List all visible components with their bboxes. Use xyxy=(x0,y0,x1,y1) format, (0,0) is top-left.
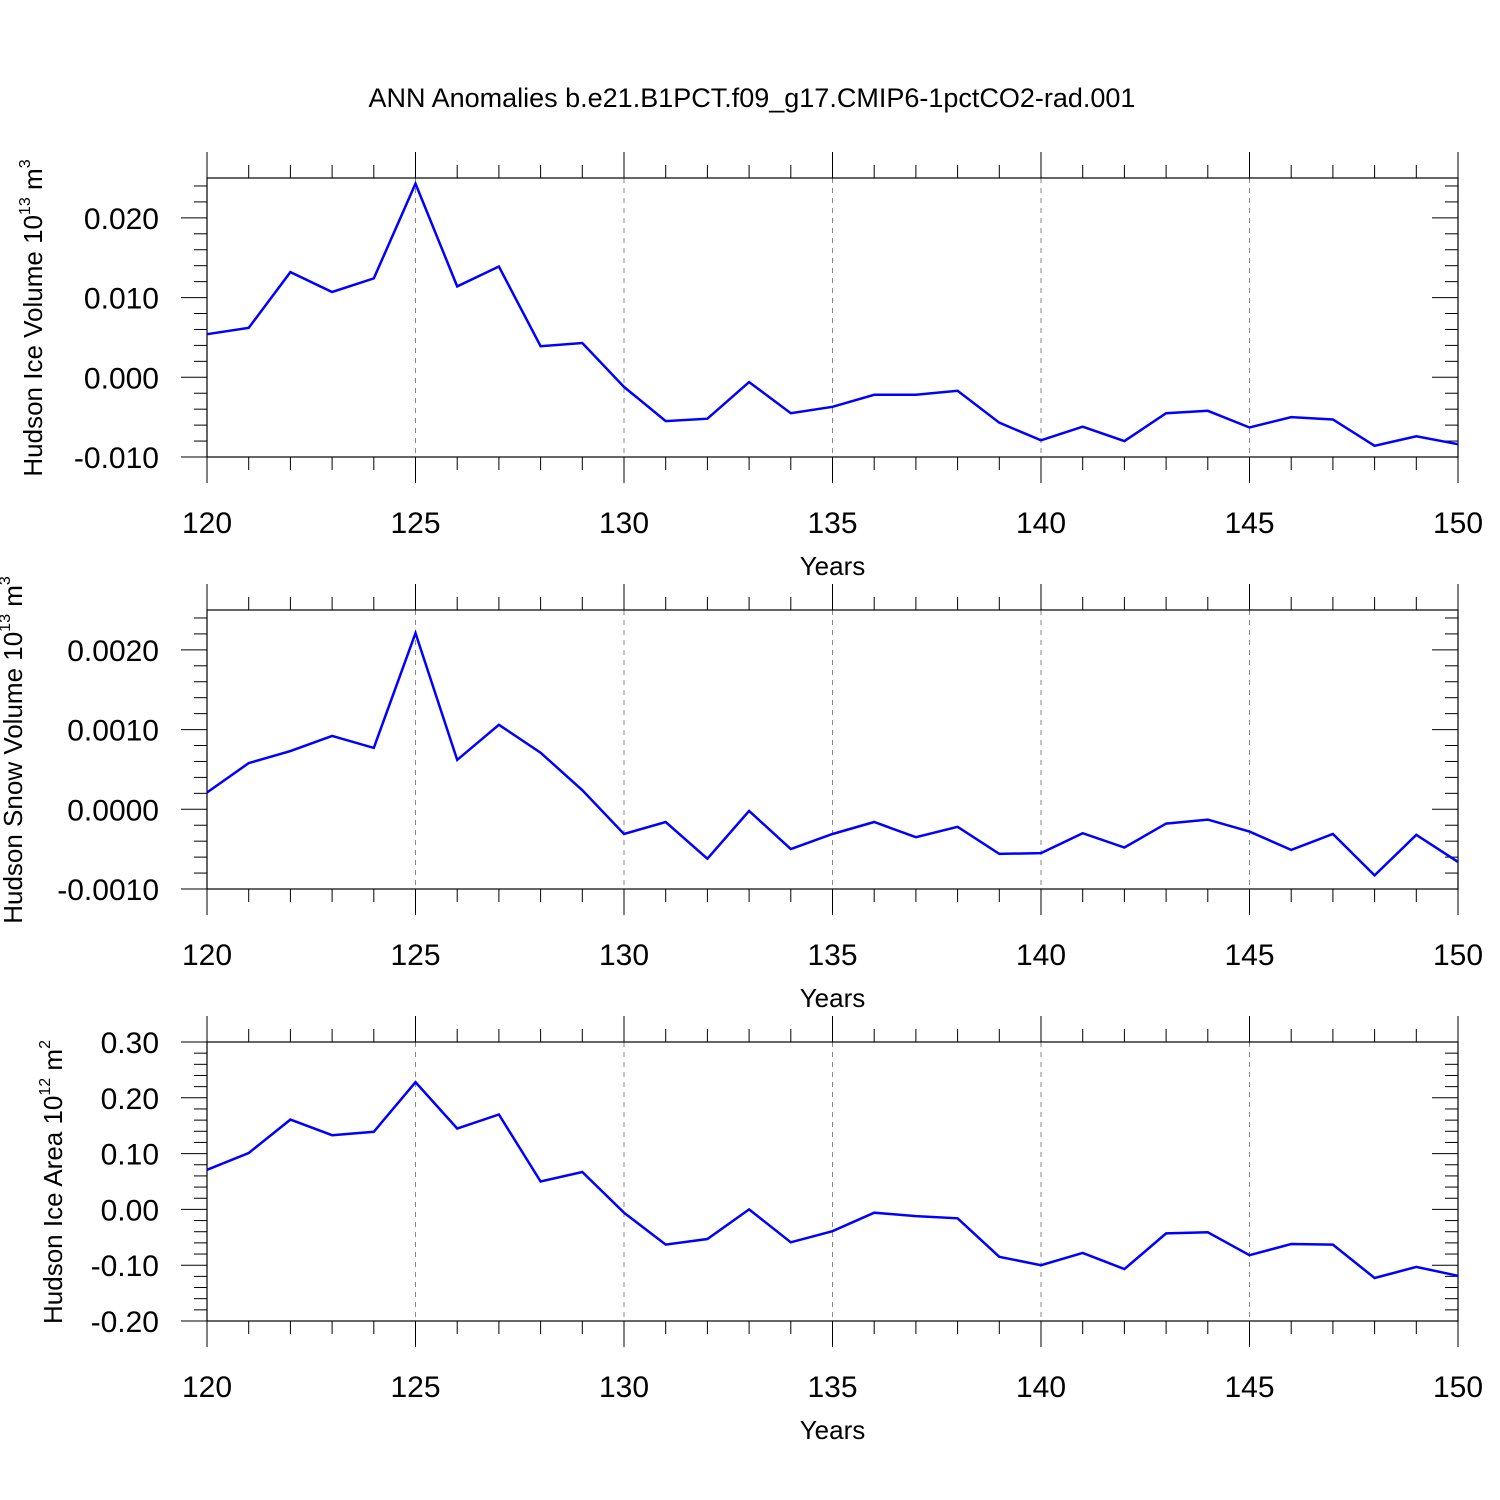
y-title-main: Hudson Ice Area 10 xyxy=(38,1096,68,1324)
x-tick-label: 120 xyxy=(182,1371,232,1404)
y-title-main: Hudson Ice Volume 10 xyxy=(18,215,48,477)
x-tick-label: 150 xyxy=(1433,507,1483,540)
y-title-exponent: 12 xyxy=(37,1078,54,1096)
y-tick-label: -0.010 xyxy=(74,442,159,475)
x-tick-label: 125 xyxy=(390,939,440,972)
x-tick-label: 125 xyxy=(390,507,440,540)
y-title-unit: m xyxy=(18,168,48,197)
panel-1: -0.010 0.000 0.010 0.020 120 125 130 135 140 145 1… xyxy=(17,152,1483,581)
chart-title: ANN Anomalies b.e21.B1PCT.f09_g17.CMIP6-… xyxy=(369,83,1136,113)
y-tick-label: 0.010 xyxy=(84,283,159,316)
x-tick-label: 135 xyxy=(807,1371,857,1404)
y-tick-label: 0.30 xyxy=(101,1027,159,1060)
x-tick-label: 150 xyxy=(1433,1371,1483,1404)
x-tick-label: 120 xyxy=(182,939,232,972)
y-tick-label: 0.0000 xyxy=(67,794,159,827)
x-tick-label: 145 xyxy=(1224,939,1274,972)
y-title-unit: m xyxy=(38,1049,68,1078)
x-tick-label: 130 xyxy=(599,1371,649,1404)
y-tick-label: 0.020 xyxy=(84,203,159,236)
x-tick-label: 135 xyxy=(807,507,857,540)
y-axis-title: Hudson Ice Area 1012 m2 xyxy=(37,1040,68,1324)
data-series-line xyxy=(206,1080,1459,1280)
y-axis-title: Hudson Ice Volume 1013 m3 xyxy=(17,159,48,476)
y-tick-label: -0.0010 xyxy=(57,874,159,907)
data-series-line xyxy=(206,629,1459,878)
y-title-exponent: 13 xyxy=(17,197,34,215)
y-tick-label: -0.20 xyxy=(91,1306,159,1339)
y-title-main: Hudson Snow Volume 10 xyxy=(0,632,28,924)
x-tick-label: 120 xyxy=(182,507,232,540)
x-axis-title: Years xyxy=(800,1415,866,1445)
x-tick-label: 140 xyxy=(1016,507,1066,540)
panel-2: -0.0010 0.0000 0.0010 0.0020 120 125 130 135 140… xyxy=(0,576,1483,1013)
y-title-unit-exponent: 2 xyxy=(37,1040,54,1049)
y-tick-label: 0.0020 xyxy=(67,635,159,668)
x-tick-label: 130 xyxy=(599,507,649,540)
x-tick-label: 145 xyxy=(1224,507,1274,540)
y-axis-title: Hudson Snow Volume 1013 m3 xyxy=(0,576,28,924)
x-axis-title: Years xyxy=(800,983,866,1013)
x-axis-title: Years xyxy=(800,551,866,581)
x-tick-label: 150 xyxy=(1433,939,1483,972)
y-tick-label: 0.20 xyxy=(101,1083,159,1116)
x-tick-label: 140 xyxy=(1016,1371,1066,1404)
y-tick-label: -0.10 xyxy=(91,1250,159,1283)
data-series-line xyxy=(206,180,1459,448)
x-tick-label: 140 xyxy=(1016,939,1066,972)
x-tick-label: 145 xyxy=(1224,1371,1274,1404)
y-tick-label: 0.10 xyxy=(101,1139,159,1172)
x-tick-label: 130 xyxy=(599,939,649,972)
x-tick-label: 135 xyxy=(807,939,857,972)
y-tick-label: 0.000 xyxy=(84,362,159,395)
y-tick-label: 0.0010 xyxy=(67,715,159,748)
y-title-exponent: 13 xyxy=(0,614,14,632)
x-tick-label: 125 xyxy=(390,1371,440,1404)
panel-3: -0.20 -0.10 0.00 0.10 0.20 0.30 120 125 130 135 14… xyxy=(37,1016,1483,1445)
y-title-unit-exponent: 3 xyxy=(0,576,14,585)
y-tick-label: 0.00 xyxy=(101,1194,159,1227)
y-title-unit: m xyxy=(0,585,28,614)
y-title-unit-exponent: 3 xyxy=(17,159,34,168)
